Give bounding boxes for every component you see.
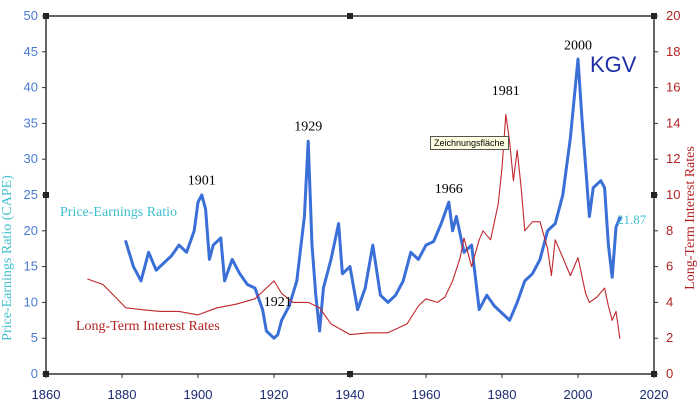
left-tick-label: 25 (24, 187, 38, 202)
x-tick-label: 1940 (336, 387, 365, 402)
x-tick-label: 1860 (32, 387, 61, 402)
x-tick-label: 1920 (260, 387, 289, 402)
left-tick-label: 30 (24, 151, 38, 166)
right-tick-label: 16 (666, 80, 680, 95)
right-tick-label: 10 (666, 187, 680, 202)
peak-year-annotation: 2000 (564, 39, 592, 54)
peak-year-annotation: 1981 (492, 84, 520, 99)
end-value-label: 21.87 (617, 212, 647, 227)
left-tick-label: 5 (31, 330, 38, 345)
peak-year-annotation: 1901 (188, 173, 216, 188)
right-tick-label: 2 (666, 330, 673, 345)
x-tick-label: 1880 (108, 387, 137, 402)
peak-year-annotation: 1929 (294, 120, 322, 135)
left-tick-label: 45 (24, 44, 38, 59)
x-tick-label: 1980 (488, 387, 517, 402)
left-tick-label: 40 (24, 80, 38, 95)
left-tick-label: 10 (24, 294, 38, 309)
plot-area-tooltip: Zeichnungsfläche (430, 136, 509, 150)
left-tick-label: 35 (24, 115, 38, 130)
x-tick-label: 1960 (412, 387, 441, 402)
x-tick-label: 1900 (184, 387, 213, 402)
right-tick-label: 14 (666, 115, 680, 130)
left-tick-label: 20 (24, 223, 38, 238)
right-tick-label: 18 (666, 44, 680, 59)
left-axis-title: Price-Earnings Ratio (CAPE) (0, 175, 15, 341)
interest-rate-line (87, 113, 621, 339)
left-tick-label: 15 (24, 259, 38, 274)
right-tick-label: 8 (666, 223, 673, 238)
pe-ratio-line (124, 57, 622, 340)
legend-rate-label: Long-Term Interest Rates (76, 319, 220, 334)
plot-area (45, 15, 655, 375)
peak-year-annotation: 1921 (264, 295, 292, 310)
right-tick-label: 12 (666, 151, 680, 166)
peak-year-annotation: 1966 (435, 182, 463, 197)
right-tick-label: 4 (666, 294, 673, 309)
x-tick-label: 2020 (640, 387, 669, 402)
right-tick-label: 20 (666, 8, 680, 23)
left-tick-label: 0 (31, 366, 38, 381)
left-tick-label: 50 (24, 8, 38, 23)
legend-pe-label: Price-Earnings Ratio (60, 205, 177, 220)
x-tick-label: 2000 (564, 387, 593, 402)
right-tick-label: 6 (666, 259, 673, 274)
chart-title: KGV (590, 52, 637, 77)
right-tick-label: 0 (666, 366, 673, 381)
right-axis-title: Long-Term Interest Rates (683, 146, 698, 290)
